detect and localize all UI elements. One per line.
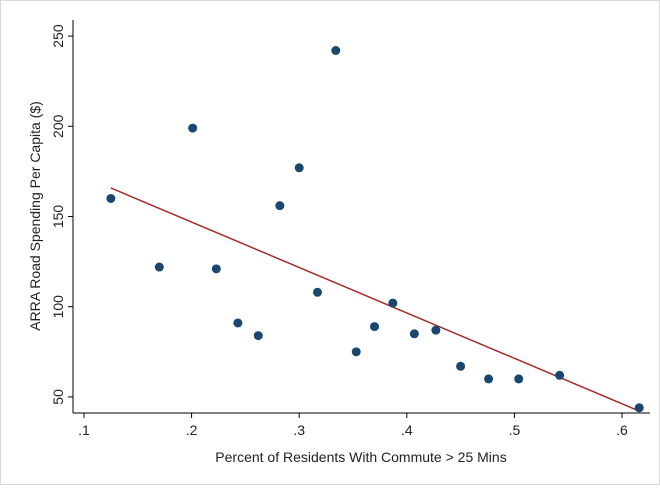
point xyxy=(351,347,361,357)
point xyxy=(456,361,466,371)
point xyxy=(233,318,243,328)
point xyxy=(154,262,164,272)
point xyxy=(409,329,419,339)
point xyxy=(253,331,263,341)
x-tick-label: .1 xyxy=(78,422,90,438)
y-tick-label: 100 xyxy=(50,295,66,319)
y-tick-label: 200 xyxy=(50,114,66,138)
x-tick-label: .4 xyxy=(401,422,413,438)
point xyxy=(388,298,398,308)
point xyxy=(275,201,285,211)
point xyxy=(514,374,524,384)
x-tick-label: .5 xyxy=(509,422,521,438)
y-tick-label: 250 xyxy=(50,24,66,48)
point xyxy=(312,287,322,297)
y-tick-label: 50 xyxy=(50,389,66,405)
point xyxy=(484,374,494,384)
point xyxy=(370,322,380,332)
point xyxy=(106,193,116,203)
y-axis-label: ARRA Road Spending Per Capita ($) xyxy=(27,101,43,331)
x-tick-label: .2 xyxy=(186,422,198,438)
point xyxy=(188,123,198,133)
x-tick-label: .6 xyxy=(616,422,628,438)
point xyxy=(555,370,565,380)
point xyxy=(331,45,341,55)
x-axis-label: Percent of Residents With Commute > 25 M… xyxy=(215,449,506,465)
point xyxy=(634,403,644,413)
fit-line xyxy=(110,187,640,412)
point xyxy=(211,264,221,274)
point xyxy=(431,325,441,335)
y-tick-label: 150 xyxy=(50,205,66,229)
x-tick-label: .3 xyxy=(293,422,305,438)
point xyxy=(294,163,304,173)
